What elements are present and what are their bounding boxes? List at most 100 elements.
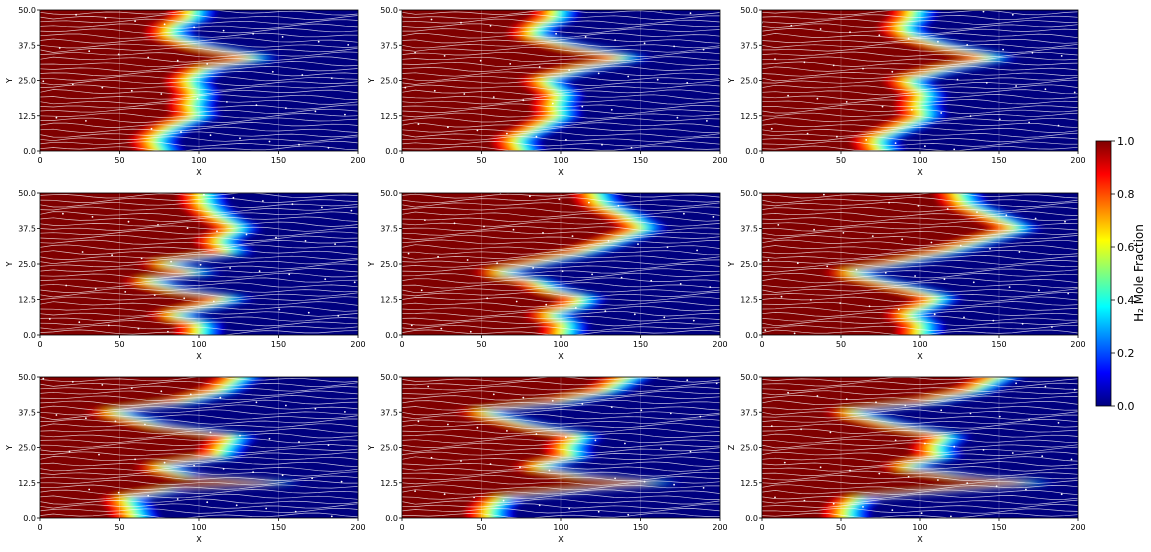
x-tick-label: 150 — [991, 156, 1006, 165]
streamline — [762, 395, 1078, 401]
mole-fraction-field — [402, 377, 685, 518]
streamline — [40, 253, 358, 260]
streamlines — [762, 10, 1078, 151]
particle — [176, 498, 179, 500]
x-tick-label: 0 — [759, 156, 764, 165]
particle — [620, 276, 623, 279]
streamline — [402, 404, 720, 411]
streamline — [40, 230, 358, 237]
streamline — [762, 193, 1078, 199]
particle — [489, 24, 492, 27]
particle — [937, 479, 939, 481]
field-band — [402, 377, 639, 518]
particle — [865, 139, 868, 141]
particle — [216, 230, 218, 233]
streamline — [402, 225, 720, 232]
subplot-1-1: 0 50 100 150 200 0.0 12.5 25.0 37.5 50.0 X Y — [5, 6, 366, 177]
x-tick-label: 200 — [712, 523, 727, 532]
streamline — [402, 409, 720, 416]
particle — [85, 120, 87, 122]
particle — [147, 494, 150, 497]
y-tick-label: 37.5 — [740, 408, 758, 417]
particle — [226, 101, 228, 103]
particle — [206, 501, 209, 504]
y-tick-label: 0.0 — [385, 514, 398, 523]
particle — [222, 29, 225, 32]
particle — [407, 252, 410, 255]
particle — [969, 412, 972, 415]
particle — [584, 36, 587, 38]
particle — [839, 302, 842, 304]
particle — [437, 255, 439, 258]
streamline — [762, 239, 1078, 246]
particles — [402, 10, 708, 149]
streamline — [40, 37, 358, 44]
particle — [262, 200, 264, 202]
streamline — [762, 320, 1078, 327]
streamline — [762, 512, 1078, 518]
x-tick-label: 150 — [633, 156, 648, 165]
y-tick-label: 37.5 — [740, 225, 758, 234]
particle — [604, 310, 607, 312]
particle — [430, 456, 433, 459]
streamline — [40, 301, 358, 308]
y-axis-label: Y — [367, 261, 376, 267]
particle — [71, 83, 74, 86]
streamline — [762, 442, 1078, 449]
streamline — [402, 447, 720, 453]
streamline — [402, 136, 720, 143]
streamline — [40, 465, 358, 472]
particle — [696, 249, 698, 252]
particle — [42, 80, 45, 83]
particle — [624, 442, 626, 445]
streamline — [40, 442, 358, 449]
particle — [144, 423, 146, 426]
y-tick-label: 12.5 — [740, 112, 758, 121]
particle — [836, 135, 838, 138]
particle — [160, 93, 163, 95]
streamline — [402, 99, 720, 105]
streamline — [402, 126, 720, 133]
streamline — [40, 456, 358, 463]
particles — [40, 377, 346, 518]
particle — [565, 139, 567, 141]
particle — [1028, 121, 1030, 124]
mole-fraction-field — [40, 10, 283, 151]
particle — [81, 251, 84, 253]
particle — [894, 439, 897, 442]
particle — [1044, 385, 1047, 388]
subplot-2-2: 0 50 100 150 200 0.0 12.5 25.0 37.5 50.0 X Y — [367, 189, 728, 361]
streamline — [762, 489, 1078, 496]
streamline — [762, 56, 1078, 62]
particle — [594, 439, 597, 442]
streamline — [40, 145, 358, 151]
particle — [529, 195, 531, 198]
particle — [506, 132, 508, 135]
streamline — [40, 112, 358, 119]
streamline — [402, 37, 720, 44]
particle — [953, 445, 956, 448]
subplot-3-1: 0 50 100 150 200 0.0 12.5 25.0 37.5 50.0 X Y — [5, 373, 366, 544]
streamline — [40, 489, 358, 495]
x-tick-label: 50 — [476, 340, 486, 349]
particle — [953, 148, 956, 151]
particle — [62, 212, 64, 215]
particle — [673, 45, 675, 48]
streamline — [402, 474, 720, 482]
streamline — [762, 145, 1078, 151]
particle — [75, 13, 77, 16]
particle — [806, 132, 809, 135]
streamline — [762, 225, 1078, 232]
particle — [637, 243, 639, 246]
streamline — [762, 60, 1078, 67]
x-tick-label: 50 — [836, 340, 846, 349]
y-tick-label: 37.5 — [18, 225, 36, 234]
y-tick-label: 25.0 — [18, 77, 36, 86]
particle — [673, 483, 675, 486]
subplot-1-2: 0 50 100 150 200 0.0 12.5 25.0 37.5 50.0 X Y — [367, 6, 728, 177]
particle — [881, 105, 884, 108]
particle — [1044, 88, 1047, 91]
particle — [340, 480, 343, 483]
streamline — [402, 23, 720, 30]
particle — [656, 78, 659, 81]
